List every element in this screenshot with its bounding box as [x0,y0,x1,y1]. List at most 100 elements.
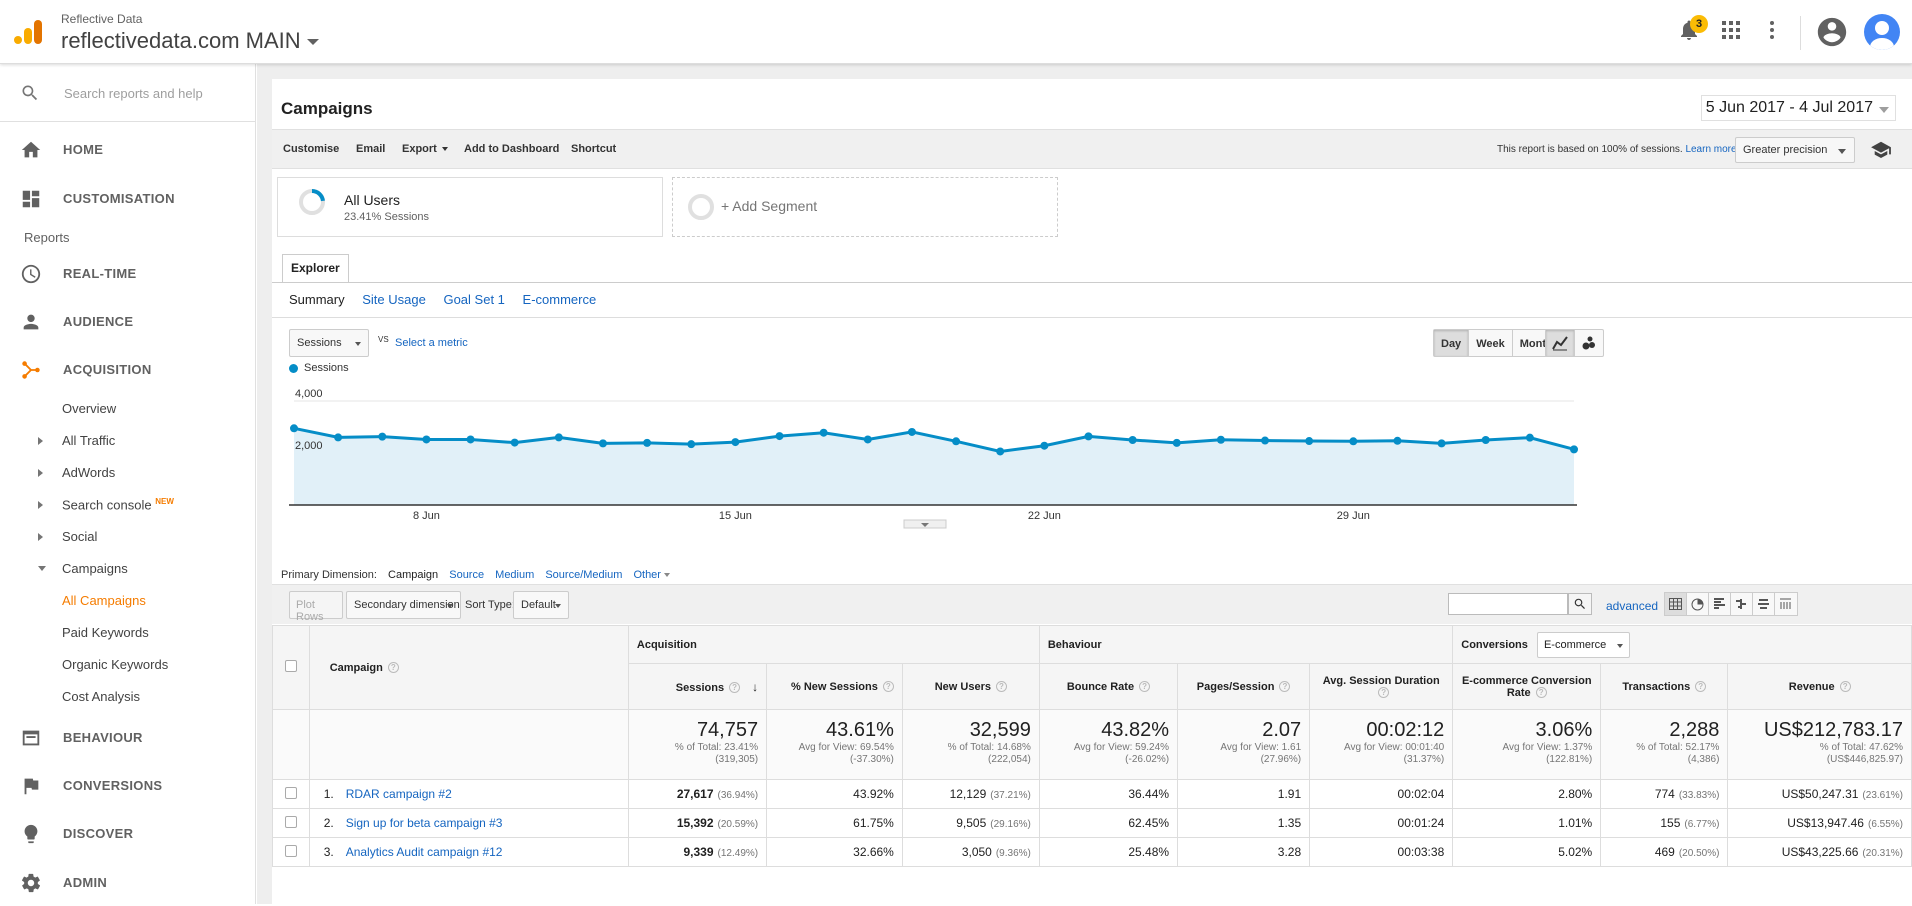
precision-select[interactable]: Greater precision [1735,137,1855,163]
totals-cell: 43.61% Avg for View: 69.54% (-37.30%) [766,709,903,780]
nav-campaigns[interactable]: Campaigns [38,561,128,576]
help-icon[interactable]: ? [1839,681,1851,693]
nav-all-traffic[interactable]: All Traffic [38,433,115,448]
month-button[interactable]: Month [1519,338,1553,350]
data-point [554,433,563,442]
email-button[interactable]: Email [356,143,386,155]
nav-organic-keywords[interactable]: Organic Keywords [62,657,169,672]
metric-select[interactable]: Sessions [289,329,369,357]
graduation-cap-icon[interactable] [1870,140,1892,158]
export-button[interactable]: Export [402,143,448,155]
avatar[interactable] [1864,14,1900,50]
nav-acquisition[interactable]: ACQUISITION [0,345,256,393]
nav-realtime[interactable]: REAL-TIME [0,249,256,297]
nav-social[interactable]: Social [38,529,97,544]
dimension-source[interactable]: Source [449,569,485,581]
help-icon[interactable]: ? [995,681,1007,693]
day-button[interactable]: Day [1434,330,1470,356]
search-reports[interactable]: Search reports and help [0,64,256,122]
help-icon[interactable]: ? [387,662,399,674]
shortcut-button[interactable]: Shortcut [571,143,617,155]
learn-more-link[interactable]: Learn more [1685,144,1737,155]
nav-customisation[interactable]: CUSTOMISATION [0,174,256,222]
table-filter-input[interactable] [1448,593,1568,615]
sort-type-select[interactable]: Default [513,591,569,619]
motion-chart-button[interactable] [1575,330,1603,356]
plot-rows-button[interactable]: Plot Rows [289,591,343,623]
avg-session-duration-column-header[interactable]: Avg. Session Duration? [1309,663,1454,710]
customise-button[interactable]: Customise [283,143,340,155]
dimension-medium[interactable]: Medium [495,569,535,581]
term-cloud-view-icon[interactable] [1753,593,1775,615]
nav-discover[interactable]: DISCOVER [0,809,256,857]
tab-explorer[interactable]: Explorer [282,254,349,283]
pie-view-icon[interactable] [1687,593,1709,615]
row-checkbox[interactable] [272,837,310,867]
help-icon[interactable]: ? [882,681,894,693]
nav-behaviour[interactable]: BEHAVIOUR [0,713,256,761]
nav-home[interactable]: HOME [0,125,256,173]
help-icon[interactable]: ? [1695,681,1707,693]
apps-grid-icon[interactable] [1719,18,1747,46]
transactions-column-header[interactable]: Transactions? [1600,663,1729,710]
dimension-source-medium[interactable]: Source/Medium [545,569,623,581]
row-checkbox[interactable] [272,779,310,809]
campaign-column-header[interactable]: Campaign? [308,625,629,710]
nav-paid-keywords[interactable]: Paid Keywords [62,625,149,640]
comparison-view-icon[interactable] [1731,593,1753,615]
segment-all-users[interactable]: All Users 23.41% Sessions [277,177,663,237]
help-icon[interactable]: ? [1279,681,1291,693]
revenue-column-header[interactable]: Revenue? [1727,663,1912,710]
add-segment-button[interactable]: + Add Segment [672,177,1058,237]
subtab-ecommerce[interactable]: E-commerce [522,292,597,307]
nav-conversions[interactable]: CONVERSIONS [0,761,256,809]
nav-cost-analysis[interactable]: Cost Analysis [62,689,141,704]
data-table-view-icon[interactable] [1665,593,1687,615]
new-users-value: 3,050 [961,845,992,859]
clock-icon [21,264,41,284]
more-vert-icon[interactable] [1760,18,1788,46]
analytics-logo[interactable] [14,20,42,44]
select-all-checkbox[interactable] [272,625,310,710]
conversions-select[interactable]: E-commerce [1536,631,1630,658]
filter-search-button[interactable] [1568,593,1592,615]
week-button[interactable]: Week [1469,330,1513,356]
property-selector[interactable]: reflectivedata.com MAIN [61,28,319,54]
line-chart-button[interactable] [1546,330,1575,356]
subtab-site-usage[interactable]: Site Usage [362,292,426,307]
sessions-column-header[interactable]: Sessions? ↓ [627,663,768,710]
nav-audience[interactable]: AUDIENCE [0,297,256,345]
help-icon[interactable]: ? [1378,687,1390,699]
nav-search-console[interactable]: Search console NEW [38,497,174,512]
campaign-link[interactable]: Sign up for beta campaign #3 [345,816,503,830]
help-icon[interactable]: ? [1139,681,1151,693]
row-checkbox[interactable] [272,808,310,838]
new-sessions-column-header[interactable]: % New Sessions? [766,663,903,710]
campaign-link[interactable]: RDAR campaign #2 [345,787,452,801]
nav-adwords[interactable]: AdWords [38,465,115,480]
help-icon[interactable]: ? [729,682,741,694]
advanced-filter-link[interactable]: advanced [1606,599,1659,613]
subtab-summary[interactable]: Summary [289,292,345,307]
help-icon[interactable]: ? [1535,687,1547,699]
date-range-picker[interactable]: 5 Jun 2017 - 4 Jul 2017 [1700,95,1896,121]
select-metric-link[interactable]: Select a metric [395,337,468,349]
conversion-rate-column-header[interactable]: E-commerce Conversion Rate? [1452,663,1602,710]
subtab-goal-set-1[interactable]: Goal Set 1 [443,292,505,307]
nav-admin[interactable]: ADMIN [0,858,256,906]
bounce-rate-column-header[interactable]: Bounce Rate? [1038,663,1179,710]
new-users-column-header[interactable]: New Users? [901,663,1040,710]
nav-all-campaigns[interactable]: All Campaigns [62,593,146,608]
add-to-dashboard-button[interactable]: Add to Dashboard [464,143,560,155]
total-compare-value: (4,386) [1687,754,1720,765]
performance-view-icon[interactable] [1709,593,1731,615]
dimension-other[interactable]: Other [633,569,670,581]
secondary-dimension-select[interactable]: Secondary dimension [346,591,461,619]
pivot-view-icon[interactable] [1775,593,1797,615]
dimension-campaign[interactable]: Campaign [388,569,439,581]
campaign-link[interactable]: Analytics Audit campaign #12 [345,845,503,859]
account-circle-icon[interactable] [1815,15,1847,47]
table-group-header: Campaign? Acquisition Behaviour Conversi… [272,625,1912,710]
pages-session-column-header[interactable]: Pages/Session? [1177,663,1311,710]
nav-overview[interactable]: Overview [62,401,117,416]
